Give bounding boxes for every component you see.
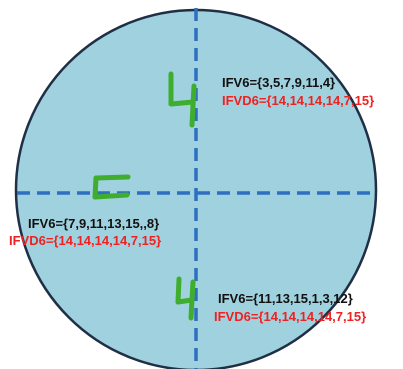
- ifv-label-bottom-right: IFV6={11,13,15,1,3,12}: [218, 291, 353, 306]
- handwritten-digit-bottom: [175, 276, 196, 321]
- ifvd-label-bottom-right: IFVD6={14,14,14,14,7,15}: [214, 309, 366, 324]
- ifvd-label-left: IFVD6={14,14,14,14,7,15}: [9, 233, 161, 248]
- handwritten-digit-top: [168, 71, 197, 128]
- handwritten-digit-left: [92, 174, 131, 200]
- ifv-label-left: IFV6={7,9,11,13,15,,8}: [28, 216, 159, 231]
- ifvd-label-top-right: IFVD6={14,14,14,14,7,15}: [222, 93, 374, 108]
- ifv-label-top-right: IFV6={3,5,7,9,11,4}: [222, 75, 335, 90]
